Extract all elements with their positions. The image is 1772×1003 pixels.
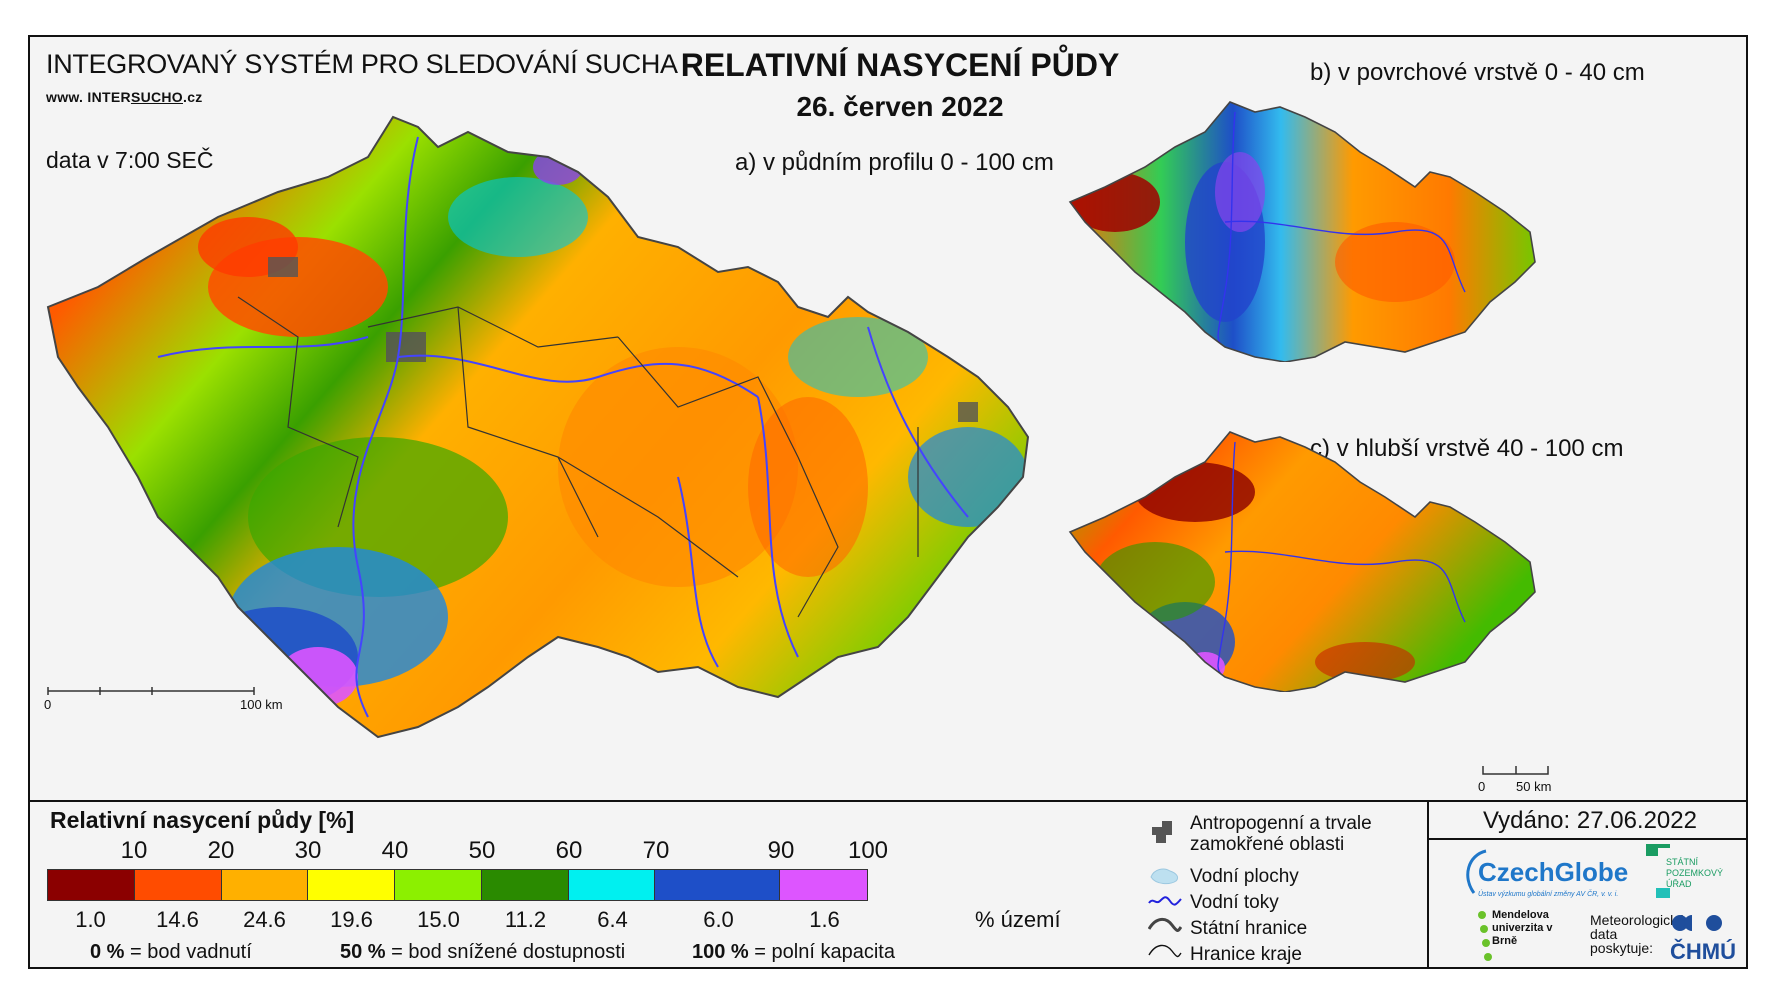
legend-area-percent: 1.6 — [809, 907, 840, 932]
map-a — [46, 115, 1030, 739]
data-time: data v 7:00 SEČ — [46, 147, 214, 173]
legend-swatch — [308, 870, 396, 900]
scale-bar-c — [1482, 766, 1549, 775]
state-border-icon — [1148, 918, 1182, 932]
czechglobe-logo-icon — [1466, 849, 1487, 894]
issued-divider — [1427, 838, 1746, 840]
legend-swatch — [568, 870, 656, 900]
czechglobe-subtitle: Ústav výzkumu globální změny AV ČR, v. v… — [1478, 891, 1619, 898]
area-unit: % území — [975, 907, 1061, 932]
mendelu-dots-icon — [1478, 911, 1492, 961]
legend-colorbar — [47, 869, 868, 901]
scale-c-end: 50 km — [1516, 779, 1552, 794]
legend-area-percent: 11.2 — [504, 907, 547, 932]
legend-tick-label: 60 — [555, 837, 583, 864]
note-field-capacity: 100 % = polní kapacita — [692, 941, 895, 963]
website-link[interactable]: www. INTERSUCHO.cz — [46, 89, 203, 105]
legend-region-border-label: Hranice kraje — [1190, 944, 1302, 965]
legend-water-body-label: Vodní plochy — [1190, 866, 1299, 887]
issued-date: Vydáno: 27.06.2022 — [1483, 807, 1697, 834]
legend-swatch — [134, 870, 222, 900]
legend-tick-label: 10 — [120, 837, 148, 864]
map-frame: INTEGROVANÝ SYSTÉM PRO SLEDOVÁNÍ SUCHA w… — [28, 35, 1748, 969]
czechglobe-logo: CzechGlobe — [1478, 857, 1629, 887]
main-title: RELATIVNÍ NASYCENÍ PŮDY — [680, 47, 1120, 83]
note-reduced-availability: 50 % = bod snížené dostupnosti — [340, 941, 626, 963]
legend-title: Relativní nasycení půdy [%] — [50, 807, 355, 833]
legend-tick-label: 30 — [294, 837, 322, 864]
legend-swatch — [780, 870, 867, 900]
water-body-icon — [1150, 868, 1179, 885]
spu-logo-icon — [1646, 844, 1670, 898]
legend-separator — [30, 800, 1746, 802]
map-c — [1068, 431, 1536, 692]
map-b-label: b) v povrchové vrstvě 0 - 40 cm — [1310, 59, 1645, 86]
legend-swatch — [655, 870, 781, 900]
legend-tick-label: 40 — [381, 837, 409, 864]
legend-tick-label: 70 — [642, 837, 670, 864]
footer-divider — [1427, 800, 1429, 967]
map-b — [1068, 101, 1536, 362]
anthropogenic-area-icon — [1152, 821, 1172, 843]
legend-tick-label: 100 — [847, 837, 889, 864]
legend-tick-label: 90 — [767, 837, 795, 864]
scale-c-start: 0 — [1478, 779, 1486, 794]
legend-tick-label: 20 — [207, 837, 235, 864]
legend-swatch — [481, 870, 569, 900]
region-border-icon — [1148, 944, 1182, 958]
meteo-data-provider: Meteorologická data poskytuje: — [1590, 912, 1685, 956]
legend-area-percent: 19.6 — [330, 907, 373, 932]
legend-state-border-label: Státní hranice — [1190, 918, 1308, 939]
legend-tick-label: 50 — [468, 837, 496, 864]
system-title: INTEGROVANÝ SYSTÉM PRO SLEDOVÁNÍ SUCHA — [46, 49, 678, 79]
scale-a-start: 0 — [44, 697, 52, 712]
legend-swatch — [48, 870, 135, 900]
mendelu-logo: Mendelova univerzita v Brně — [1492, 909, 1553, 947]
map-a-label: a) v půdním profilu 0 - 100 cm — [735, 149, 1054, 176]
legend-swatch — [221, 870, 309, 900]
legend-anthropogenic-label: Antropogenní a trvale zamokřené oblasti — [1190, 813, 1372, 855]
legend-area-percent: 6.4 — [597, 907, 628, 932]
legend-area-percent: 1.0 — [75, 907, 106, 932]
map-c-label: c) v hlubší vrstvě 40 - 100 cm — [1310, 435, 1624, 462]
main-date: 26. červen 2022 — [796, 91, 1004, 122]
chmu-logo: ČHMÚ — [1670, 939, 1736, 964]
legend-swatch — [395, 870, 482, 900]
legend-area-percent: 14.6 — [156, 907, 199, 932]
chmu-logo-icon — [1672, 915, 1722, 931]
legend-area-percent: 15.0 — [417, 907, 460, 932]
note-wilting-point: 0 % = bod vadnutí — [90, 941, 252, 963]
legend-area-percent: 6.0 — [703, 907, 734, 932]
legend-area-percent: 24.6 — [243, 907, 286, 932]
legend-river-label: Vodní toky — [1190, 892, 1279, 913]
spu-logo: STÁTNÍ POZEMKOVÝ ÚŘAD — [1666, 857, 1724, 889]
river-icon — [1148, 896, 1182, 906]
scale-a-end: 100 km — [240, 697, 283, 712]
